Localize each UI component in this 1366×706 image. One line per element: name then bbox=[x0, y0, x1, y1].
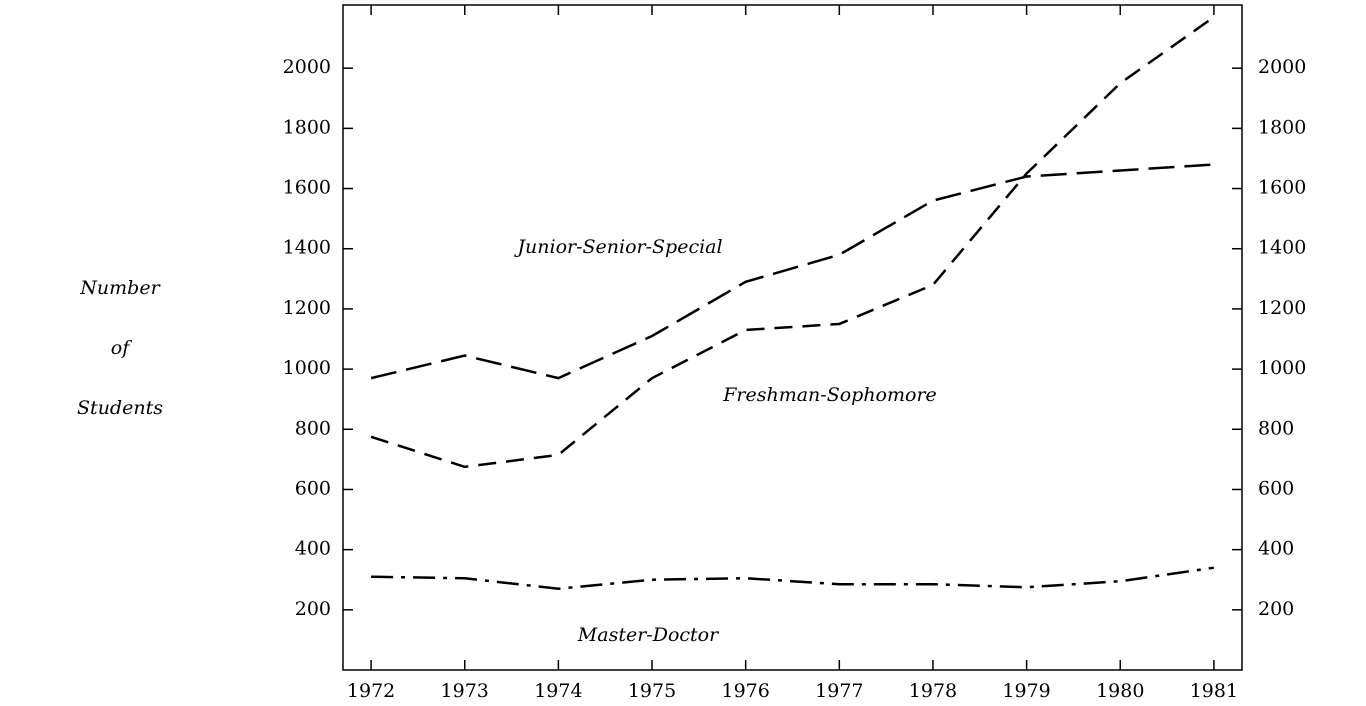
x-tick-label: 1973 bbox=[441, 680, 489, 702]
y2-tick-label: 600 bbox=[1258, 477, 1294, 499]
y-tick-label: 600 bbox=[295, 477, 331, 499]
y-tick-label: 1400 bbox=[283, 237, 331, 259]
y-tick-label: 2000 bbox=[283, 56, 331, 78]
y2-tick-label: 1400 bbox=[1258, 237, 1306, 259]
series-line bbox=[370, 16, 1215, 469]
y-tick-label: 200 bbox=[295, 598, 331, 620]
series-label: Freshman-Sophomore bbox=[722, 384, 937, 406]
y2-tick-label: 1200 bbox=[1258, 297, 1306, 319]
x-tick-label: 1980 bbox=[1096, 680, 1144, 702]
series-line bbox=[370, 163, 1214, 380]
x-tick-label: 1978 bbox=[909, 680, 957, 702]
y2-tick-label: 1800 bbox=[1258, 116, 1306, 138]
y-axis-label: Number of Students bbox=[77, 277, 163, 419]
x-tick-label: 1972 bbox=[347, 680, 395, 702]
y2-tick-label: 400 bbox=[1258, 538, 1294, 560]
y2-tick-label: 2000 bbox=[1258, 56, 1306, 78]
y2-tick-label: 1600 bbox=[1258, 177, 1306, 199]
series-label: Junior-Senior-Special bbox=[513, 236, 722, 258]
x-tick-label: 1975 bbox=[628, 680, 676, 702]
y-tick-label: 800 bbox=[295, 417, 331, 439]
x-tick-label: 1979 bbox=[1002, 680, 1050, 702]
y-tick-label: 400 bbox=[295, 538, 331, 560]
y2-tick-label: 800 bbox=[1258, 417, 1294, 439]
series-label: Master-Doctor bbox=[577, 624, 720, 646]
y2-tick-label: 1000 bbox=[1258, 357, 1306, 379]
x-tick-label: 1976 bbox=[721, 680, 769, 702]
y-tick-label: 1600 bbox=[283, 177, 331, 199]
y-tick-label: 1200 bbox=[283, 297, 331, 319]
x-tick-label: 1974 bbox=[534, 680, 582, 702]
series-line bbox=[371, 566, 1215, 591]
y-tick-label: 1800 bbox=[283, 116, 331, 138]
y-tick-label: 1000 bbox=[283, 357, 331, 379]
x-tick-label: 1981 bbox=[1190, 680, 1238, 702]
plot-frame bbox=[342, 4, 1243, 671]
x-tick-label: 1977 bbox=[815, 680, 863, 702]
y2-tick-label: 200 bbox=[1258, 598, 1294, 620]
